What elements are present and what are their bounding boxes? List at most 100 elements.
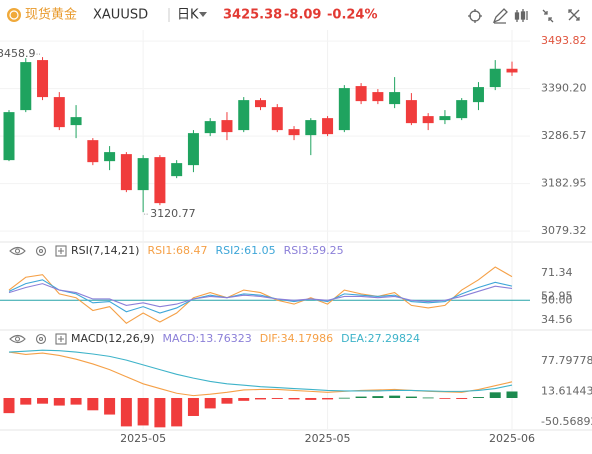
indicator-title: RSI(7,14,21) [71, 244, 139, 257]
macd-bar [238, 397, 250, 401]
macd-bar [271, 397, 283, 399]
y-tick-label: 3493.82 [541, 34, 587, 47]
macd-bar [120, 397, 132, 427]
settings-button[interactable] [35, 333, 47, 345]
macd-bar [137, 397, 149, 426]
y-tick-label: 52.95 [541, 289, 573, 302]
add-indicator-button[interactable] [55, 245, 67, 257]
macd-bar [221, 397, 233, 404]
settings-button-core[interactable] [38, 336, 44, 342]
indicator-line [8, 279, 513, 314]
macd-bar [322, 397, 334, 400]
macd-bar [53, 397, 65, 406]
candle-body [37, 60, 49, 98]
candle-body [20, 62, 32, 111]
macd-bar [422, 397, 434, 399]
y-tick-label: 71.34 [541, 266, 573, 279]
candle-body [372, 92, 384, 102]
gold-icon-ring [9, 10, 19, 20]
candle-body [288, 129, 300, 136]
candle-body [70, 117, 82, 126]
x-tick-label: 2025-06 [489, 432, 535, 445]
candle-body [405, 100, 417, 124]
x-tick-label: 2025-05 [305, 432, 351, 445]
visibility-toggle-pupil[interactable] [14, 336, 21, 342]
add-indicator-plus[interactable] [58, 248, 64, 254]
candle-body [506, 68, 518, 73]
price-change-pct: -0.24% [327, 8, 378, 23]
legend-entry: RSI3:59.25 [284, 244, 344, 257]
asset-name: 现货黄金 [25, 7, 77, 23]
candle-body [271, 107, 283, 131]
settings-button-core[interactable] [38, 248, 44, 254]
macd-bar [305, 397, 317, 400]
legend-entry: DEA:27.29824 [341, 332, 420, 345]
macd-bar [104, 397, 116, 415]
macd-tools [9, 333, 67, 345]
add-indicator-button[interactable] [55, 333, 67, 345]
x-tick-label: 2025-05 [120, 432, 166, 445]
y-tick-label: 3079.32 [541, 224, 587, 237]
max-label: 3458.9 [0, 47, 36, 60]
macd-bar [288, 397, 300, 400]
macd-bar [87, 397, 99, 411]
chart-type-button[interactable] [514, 9, 528, 22]
period[interactable]: 日K [177, 8, 199, 23]
price-change: -8.09 [284, 8, 321, 23]
indicator-button[interactable] [468, 9, 482, 23]
macd-bar [372, 396, 384, 398]
toolbar [468, 8, 580, 24]
visibility-toggle-pupil[interactable] [14, 248, 21, 254]
macd-bar [355, 396, 367, 398]
min-label: 3120.77 [150, 207, 196, 220]
macd-bar [439, 397, 451, 399]
legend-entry: RSI1:68.47 [147, 244, 207, 257]
candle-body [322, 118, 334, 135]
macd-bar [204, 397, 216, 409]
macd-bar [338, 397, 350, 399]
period-dropdown[interactable] [199, 12, 207, 17]
candle-body [238, 100, 250, 131]
candle-body [53, 97, 65, 128]
y-tick-label: -50.56892 [541, 415, 592, 428]
candle-body [456, 100, 468, 119]
y-tick-label: 3182.95 [541, 177, 587, 190]
macd-bar [70, 397, 82, 405]
y-tick-label: 50.00 [541, 293, 573, 306]
indicator-line [8, 349, 513, 392]
gold-icon [7, 8, 21, 22]
collapse-button[interactable] [542, 9, 554, 23]
macd-bar [171, 397, 183, 427]
candle-body [204, 121, 216, 134]
macd-bar [506, 391, 518, 398]
candle-body [87, 140, 99, 163]
draw-button[interactable] [492, 8, 508, 24]
y-tick-label: 77.79778 [541, 354, 592, 367]
macd-bar [489, 392, 501, 398]
settings-button[interactable] [35, 245, 47, 257]
y-tick-label: 13.61443 [541, 385, 592, 398]
candle-body [120, 154, 132, 191]
candle-body [305, 120, 317, 136]
fullscreen-button[interactable] [568, 9, 580, 21]
macd-bar [3, 397, 15, 414]
visibility-toggle[interactable] [9, 334, 26, 344]
y-tick-label: 3390.20 [541, 82, 587, 95]
candle-body [338, 88, 350, 131]
macd-bar [154, 397, 166, 428]
rsi-tools [9, 245, 67, 257]
macd-bar [389, 395, 401, 398]
candle-body [187, 133, 199, 166]
indicator-title: MACD(12,26,9) [71, 332, 155, 345]
macd-bar [255, 397, 266, 400]
candle-body [439, 116, 451, 121]
candle-body [154, 157, 166, 204]
macd-bar [405, 396, 417, 398]
add-indicator-plus[interactable] [58, 336, 64, 342]
candle-body [355, 86, 367, 102]
macd-bar [37, 397, 49, 404]
visibility-toggle[interactable] [9, 246, 26, 256]
candle-body [171, 163, 183, 177]
